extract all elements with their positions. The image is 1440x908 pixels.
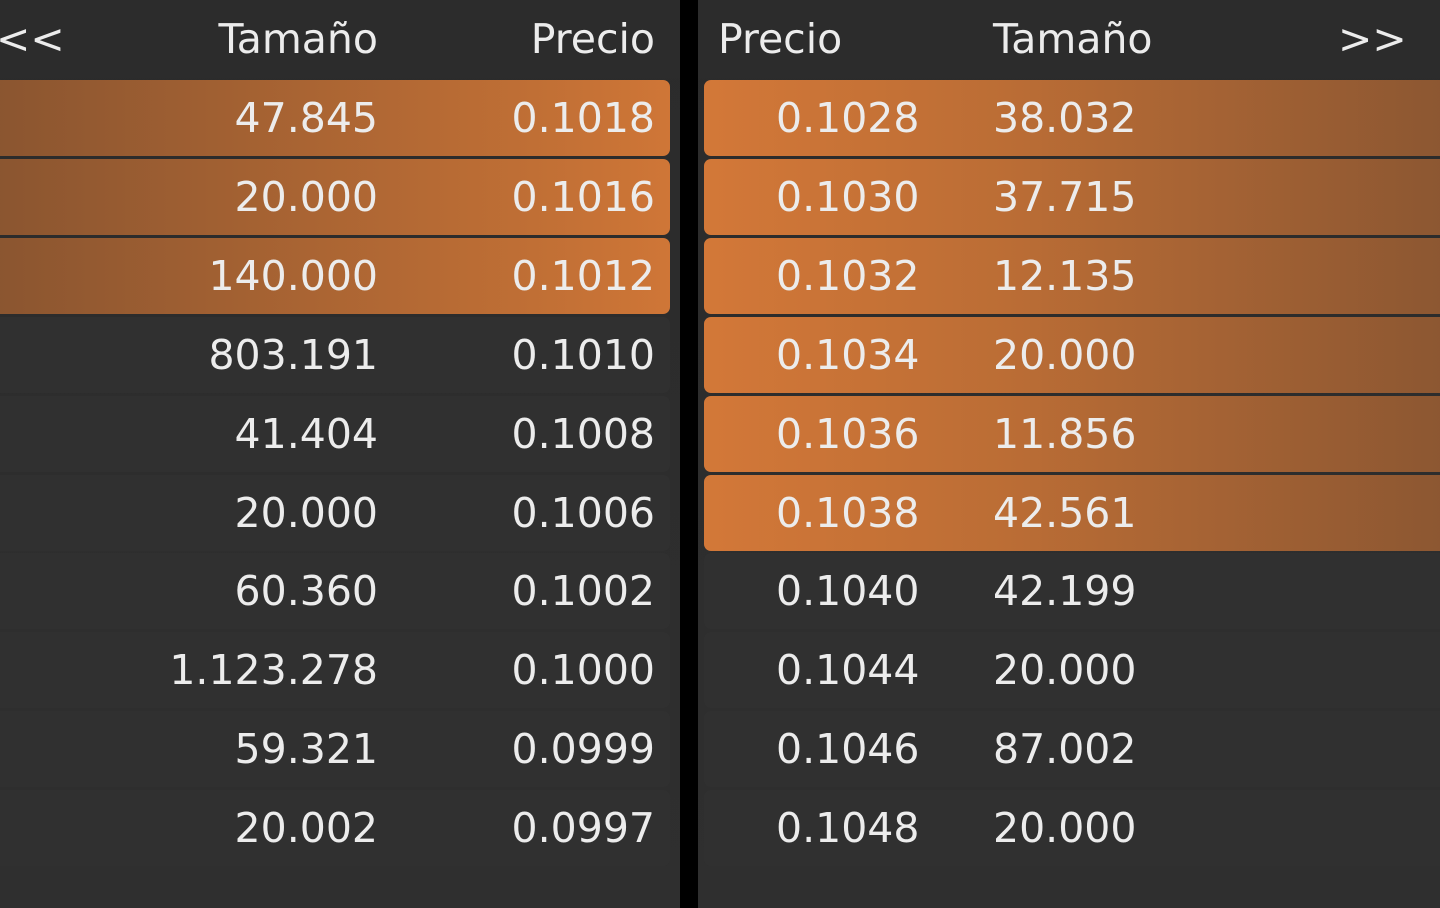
bid-size: 60.360 bbox=[234, 567, 378, 615]
ask-price: 0.1044 bbox=[776, 646, 920, 694]
ask-row bbox=[704, 790, 1440, 866]
bids-panel: << Tamaño Precio 47.845 0.1018 20.000 0.101… bbox=[0, 0, 680, 908]
bid-price: 0.0999 bbox=[511, 725, 655, 773]
bid-size: 47.845 bbox=[234, 94, 378, 142]
ask-row bbox=[704, 159, 1440, 235]
bid-row bbox=[0, 475, 670, 551]
nav-next[interactable]: >> bbox=[1338, 15, 1407, 63]
ask-row bbox=[704, 632, 1440, 708]
bid-row bbox=[0, 632, 670, 708]
ask-row bbox=[704, 553, 1440, 629]
header bbox=[698, 0, 1440, 78]
bid-row bbox=[0, 553, 670, 629]
ask-price: 0.1048 bbox=[776, 804, 920, 852]
bid-row bbox=[0, 80, 670, 156]
bid-row bbox=[0, 317, 670, 393]
ask-row bbox=[704, 475, 1440, 551]
asks-panel: Precio Tamaño >> 0.1028 38.032 0.1030 37.71… bbox=[698, 0, 1440, 908]
ask-size: 42.199 bbox=[993, 567, 1137, 615]
ask-size: 38.032 bbox=[993, 94, 1137, 142]
bid-row bbox=[0, 711, 670, 787]
bid-size: 59.321 bbox=[234, 725, 378, 773]
bid-size: 140.000 bbox=[208, 252, 378, 300]
ask-price: 0.1028 bbox=[776, 94, 920, 142]
price-header: Precio bbox=[530, 15, 655, 63]
ask-size: 37.715 bbox=[993, 173, 1137, 221]
ask-price: 0.1040 bbox=[776, 567, 920, 615]
bid-size: 20.000 bbox=[234, 489, 378, 537]
bid-price: 0.1016 bbox=[511, 173, 655, 221]
bid-size: 20.002 bbox=[234, 804, 378, 852]
ask-size: 11.856 bbox=[993, 410, 1137, 458]
nav-prev[interactable]: << bbox=[0, 15, 65, 63]
ask-price: 0.1046 bbox=[776, 725, 920, 773]
bid-price: 0.1002 bbox=[511, 567, 655, 615]
size-header: Tamaño bbox=[218, 15, 378, 63]
ask-size: 20.000 bbox=[993, 331, 1137, 379]
ask-size: 12.135 bbox=[993, 252, 1137, 300]
ask-price: 0.1032 bbox=[776, 252, 920, 300]
ask-size: 20.000 bbox=[993, 646, 1137, 694]
ask-price: 0.1034 bbox=[776, 331, 920, 379]
bid-price: 0.1006 bbox=[511, 489, 655, 537]
ask-row bbox=[704, 396, 1440, 472]
ask-row bbox=[704, 80, 1440, 156]
price-header: Precio bbox=[718, 15, 843, 63]
ask-row bbox=[704, 711, 1440, 787]
bid-row bbox=[0, 790, 670, 866]
ask-size: 87.002 bbox=[993, 725, 1137, 773]
bid-price: 0.1018 bbox=[511, 94, 655, 142]
ask-price: 0.1036 bbox=[776, 410, 920, 458]
bid-price: 0.1010 bbox=[511, 331, 655, 379]
bid-price: 0.0997 bbox=[511, 804, 655, 852]
bid-size: 803.191 bbox=[208, 331, 378, 379]
ask-row bbox=[704, 317, 1440, 393]
bid-size: 20.000 bbox=[234, 173, 378, 221]
bid-price: 0.1000 bbox=[511, 646, 655, 694]
bid-row bbox=[0, 396, 670, 472]
bid-row bbox=[0, 159, 670, 235]
bid-row bbox=[0, 238, 670, 314]
bid-size: 1.123.278 bbox=[169, 646, 378, 694]
bid-price: 0.1008 bbox=[511, 410, 655, 458]
ask-size: 20.000 bbox=[993, 804, 1137, 852]
ask-price: 0.1030 bbox=[776, 173, 920, 221]
size-header: Tamaño bbox=[993, 15, 1153, 63]
bid-size: 41.404 bbox=[234, 410, 378, 458]
ask-size: 42.561 bbox=[993, 489, 1137, 537]
header bbox=[0, 0, 680, 78]
bid-price: 0.1012 bbox=[511, 252, 655, 300]
ask-price: 0.1038 bbox=[776, 489, 920, 537]
ask-row bbox=[704, 238, 1440, 314]
